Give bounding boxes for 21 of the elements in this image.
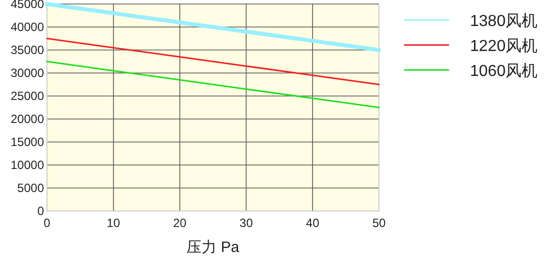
y-tick-label: 40000 <box>10 20 44 34</box>
line-series <box>46 60 380 108</box>
y-tick-label: 30000 <box>10 66 44 80</box>
y-tick-label: 15000 <box>10 135 44 149</box>
y-tick-label: 10000 <box>10 158 44 172</box>
x-tick-label: 40 <box>306 216 320 230</box>
y-tick-label: 25000 <box>10 89 44 103</box>
legend-label: 1220风机 <box>470 37 538 55</box>
legend-label: 1060风机 <box>470 62 538 80</box>
x-tick-label: 50 <box>372 216 386 230</box>
x-tick-label: 20 <box>173 216 187 230</box>
line-series <box>45 2 381 52</box>
x-axis-title: 压力 Pa <box>186 239 240 256</box>
legend-label: 1380风机 <box>470 12 538 30</box>
line-series <box>46 38 380 86</box>
y-tick-label: 20000 <box>10 112 44 126</box>
y-tick-label: 5000 <box>17 181 44 195</box>
y-tick-label: 0 <box>37 204 44 218</box>
x-tick-label: 10 <box>106 216 120 230</box>
x-tick-label: 30 <box>240 216 254 230</box>
y-tick-label: 35000 <box>10 43 44 57</box>
